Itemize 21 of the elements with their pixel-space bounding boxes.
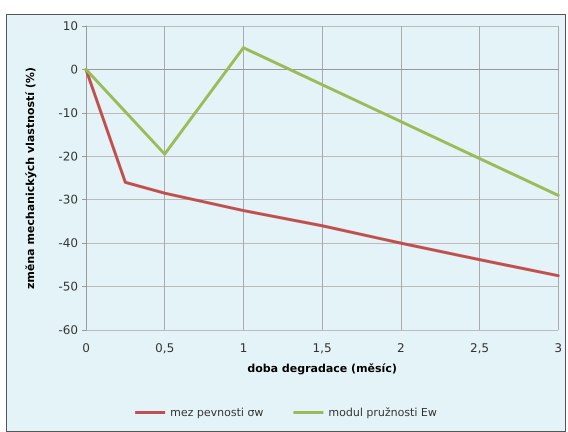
legend-label: modul pružnosti Ew [328,406,437,419]
line-series [84,46,560,197]
y-tick-label: -30 [58,192,78,207]
y-tick-label: 10 [62,19,78,33]
y-axis-title: změna mechanických vlastností (%) [24,67,37,289]
y-tick-label: -50 [58,280,78,294]
x-tick-label: 2 [396,341,405,355]
y-tick-label: -20 [58,149,78,164]
y-tick-label: -40 [58,236,78,250]
x-tick-label: 1 [240,341,248,355]
x-tick-label: 0,5 [155,341,174,355]
y-tick-label: 0 [70,62,78,76]
y-tick-label: -60 [58,323,78,337]
x-tick-label: 2,5 [470,341,490,355]
y-tick-label: -10 [58,106,78,120]
line-series [84,68,560,278]
legend-label: mez pevnosti σw [170,406,264,419]
x-tick-label: 3 [554,341,562,355]
x-tick-label: 1,5 [312,341,332,355]
x-axis-title: doba degradace (měsíc) [247,362,397,375]
x-tick-label: 0 [82,341,90,355]
